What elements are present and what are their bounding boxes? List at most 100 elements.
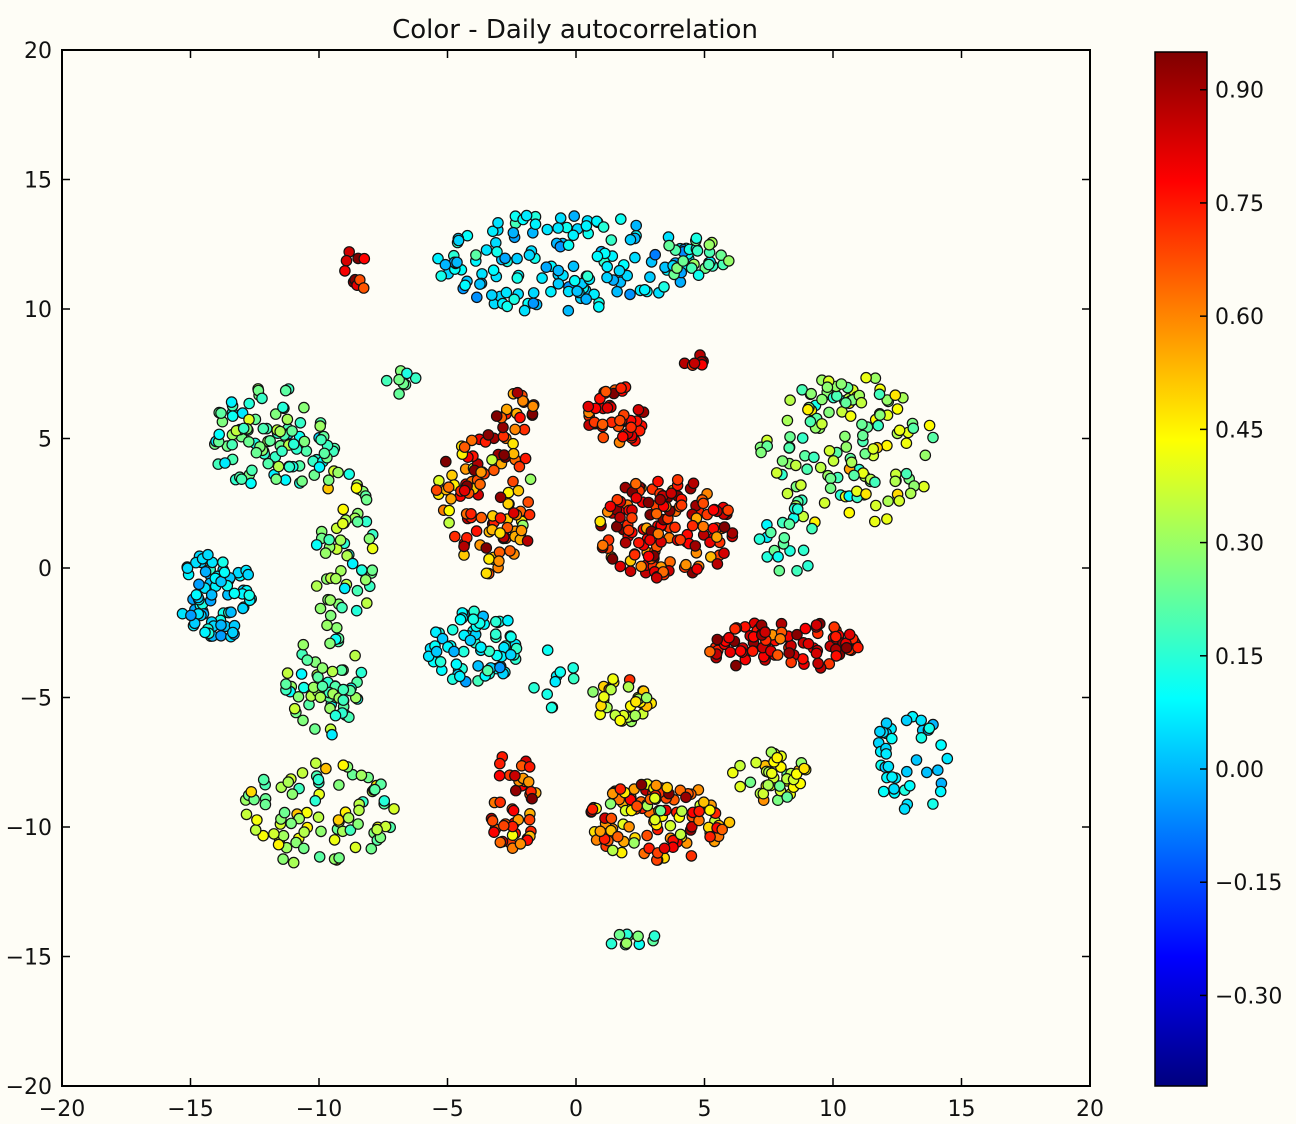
data-point [686, 519, 699, 532]
data-point [881, 513, 893, 525]
data-point [635, 778, 648, 791]
data-point [599, 385, 612, 398]
data-point [497, 421, 509, 434]
data-point [243, 589, 256, 602]
data-point [828, 621, 840, 633]
data-point [430, 484, 443, 496]
data-point [337, 683, 350, 696]
data-point [343, 468, 355, 480]
data-point [915, 714, 927, 727]
data-point [296, 767, 309, 779]
data-point [900, 765, 913, 778]
data-point [692, 269, 705, 281]
data-point [770, 467, 783, 479]
data-point [802, 559, 814, 572]
data-point [320, 762, 332, 775]
data-point [297, 681, 310, 694]
data-point [552, 222, 564, 234]
data-point [626, 512, 638, 524]
x-tick-label: −10 [296, 1097, 342, 1122]
data-point [771, 649, 784, 661]
data-point [366, 564, 379, 576]
data-point [616, 430, 629, 443]
data-point [352, 818, 364, 830]
data-point [202, 548, 214, 561]
data-point [702, 258, 715, 271]
data-point [614, 714, 626, 727]
data-point [514, 411, 526, 424]
data-point [693, 805, 705, 818]
data-point [791, 503, 804, 515]
data-point [697, 497, 710, 510]
data-point [256, 392, 268, 405]
data-point [622, 681, 635, 693]
data-point [650, 507, 663, 520]
data-point [722, 255, 735, 267]
data-point [882, 495, 894, 507]
data-point [218, 566, 231, 579]
data-point [848, 469, 860, 482]
data-point [499, 252, 511, 265]
data-point [480, 567, 493, 580]
data-point [215, 619, 227, 631]
data-point [268, 828, 280, 840]
data-point [504, 648, 517, 661]
data-point [193, 578, 205, 591]
data-point [321, 619, 333, 632]
data-point [313, 851, 326, 863]
data-point [596, 418, 609, 431]
data-point [502, 497, 514, 510]
data-point [312, 773, 325, 786]
data-point [781, 487, 794, 500]
data-point [690, 232, 703, 245]
data-point [663, 239, 675, 252]
data-point [860, 488, 872, 500]
data-point [249, 824, 262, 836]
data-point [654, 493, 666, 506]
data-point [840, 641, 853, 654]
data-point [442, 481, 455, 493]
data-point [279, 384, 292, 397]
data-point [669, 521, 681, 534]
data-point [350, 482, 363, 494]
data-point [654, 804, 667, 817]
data-point [493, 555, 505, 567]
data-point [448, 645, 460, 658]
data-point [623, 820, 635, 833]
data-point [597, 221, 610, 233]
data-point [664, 819, 677, 832]
data-point [329, 709, 342, 722]
data-point [245, 785, 258, 798]
data-point [704, 804, 716, 816]
data-point [711, 558, 724, 570]
data-point [594, 515, 606, 528]
data-point [288, 702, 301, 715]
data-point [541, 223, 554, 236]
data-point [493, 769, 506, 782]
data-point [810, 647, 823, 660]
data-point [350, 604, 363, 617]
data-point [360, 493, 373, 506]
data-point [614, 511, 626, 524]
data-point [439, 455, 452, 468]
data-point [235, 473, 248, 485]
data-point [915, 731, 928, 744]
data-point [465, 507, 477, 520]
data-point [259, 798, 272, 811]
data-point [783, 441, 795, 454]
data-point [791, 564, 803, 577]
data-point [764, 526, 777, 539]
data-point [243, 435, 255, 448]
data-point [545, 285, 557, 298]
data-point [611, 830, 624, 843]
data-point [509, 423, 521, 436]
data-point [338, 582, 351, 595]
data-point [545, 701, 558, 714]
data-point [358, 252, 371, 265]
data-point [759, 626, 771, 638]
data-point [685, 262, 698, 274]
y-tick-label: −10 [6, 816, 52, 841]
data-point [638, 283, 651, 296]
data-point [726, 766, 739, 779]
x-axis: −20 −15 −10 −5 0 5 10 15 20 [39, 50, 1104, 1122]
